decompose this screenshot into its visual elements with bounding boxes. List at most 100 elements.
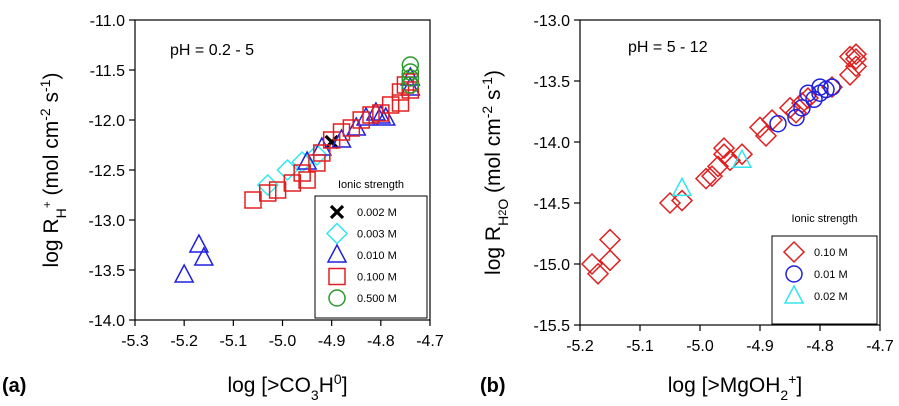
data-point: [769, 114, 787, 133]
x-tick-label: -5.1: [220, 333, 248, 350]
y-tick-label: -13.5: [534, 74, 571, 91]
y-tick-label: -12.0: [89, 113, 126, 130]
data-point: [823, 78, 841, 96]
data-point: [586, 262, 610, 285]
legend-entry: 0.10 M: [814, 247, 848, 259]
data-point: [598, 228, 622, 251]
x-tick-label: -5.2: [566, 338, 594, 355]
data-point: [324, 134, 339, 150]
data-point: [838, 45, 862, 68]
data-point: [313, 144, 331, 162]
data-point: [332, 123, 351, 141]
panel-a: -5.3 -5.2 -5.1 -5.0 -4.9 -4.8 -4.7 -14.0 -13.5 -1…: [2, 13, 444, 403]
data-point: [694, 167, 718, 190]
y-tick-label: -14.0: [534, 135, 571, 152]
data-point: [391, 94, 410, 112]
legend-title: Ionic strength: [791, 213, 857, 225]
data-point: [580, 252, 604, 276]
legend-marker: [783, 284, 805, 304]
data-point: [259, 184, 277, 202]
y-tick-label: -13.5: [89, 263, 126, 280]
data-point: [401, 76, 420, 94]
data-point: [401, 69, 420, 87]
data-point: [362, 106, 380, 124]
panel-label: (a): [2, 375, 26, 397]
data-point: [658, 191, 682, 215]
x-tick-label: -4.9: [746, 338, 774, 355]
data-point: [670, 189, 694, 212]
y-axis-label: log RH+ (mol cm-2 s-1): [37, 73, 69, 268]
data-point: [401, 56, 420, 74]
data-point: [331, 128, 352, 148]
data-point: [346, 116, 367, 136]
data-point: [844, 47, 868, 71]
x-tick-label: -5.2: [170, 333, 198, 350]
panel-b: -5.2 -5.1 -5.0 -4.9 -4.8 -4.7 -15.5 -15.0 -14.5 -…: [479, 13, 894, 403]
series-0_010-M: [173, 66, 421, 283]
y-tick-label: -13.0: [534, 13, 571, 30]
x-tick-label: -4.9: [318, 333, 346, 350]
series-0_02-M: [671, 148, 753, 197]
series-0_500-M: [401, 56, 420, 94]
x-axis-label: log [>CO3H0]: [227, 371, 347, 403]
x-tick-label: -5.0: [686, 338, 714, 355]
y-tick-label: -15.5: [534, 318, 571, 335]
legend-entry: 0.01 M: [814, 269, 848, 281]
legend-entry: 0.100 M: [357, 272, 397, 284]
series-0_003-M: [256, 143, 328, 197]
y-tick-label: -12.5: [89, 163, 126, 180]
data-point: [787, 108, 805, 127]
data-point: [401, 63, 420, 81]
legend-marker: [785, 265, 803, 283]
data-point: [173, 263, 195, 283]
panel-label: (b): [480, 375, 506, 397]
data-point: [778, 96, 802, 119]
data-point: [296, 150, 318, 170]
legend: Ionic strength 0.002 M 0.003 M 0.010 M 0.100…: [314, 179, 428, 319]
x-tick-label: -5.1: [626, 338, 654, 355]
data-point: [793, 99, 811, 117]
x-tick-label: -5.3: [121, 333, 149, 350]
data-point: [731, 148, 753, 169]
y-tick-label: -11.5: [90, 63, 125, 80]
series-0_10-M: [580, 43, 868, 285]
legend-marker: [329, 204, 345, 220]
data-point: [784, 101, 808, 124]
legend-entry: 0.02 M: [814, 291, 848, 303]
x-axis-label: log [>MgOH2+]: [668, 371, 802, 403]
y-tick-label: -14.0: [89, 313, 126, 330]
data-point: [671, 176, 693, 197]
legend-marker: [326, 243, 348, 263]
data-point: [305, 143, 328, 167]
plot-area: [579, 19, 881, 326]
ph-annotation: pH = 5 - 12: [628, 39, 708, 56]
data-point: [400, 76, 421, 96]
data-point: [244, 191, 262, 209]
data-point: [844, 43, 868, 66]
x-tick-label: -4.7: [866, 338, 894, 355]
legend-title: Ionic strength: [338, 179, 404, 191]
ph-annotation: pH = 0.2 - 5: [170, 42, 254, 59]
y-axis-label: log RH2O (mol cm-2 s-1): [479, 70, 511, 275]
legend-entry: 0.500 M: [357, 293, 397, 305]
legend-marker: [328, 289, 346, 307]
data-point: [838, 63, 862, 86]
data-point: [391, 83, 410, 101]
data-point: [283, 174, 302, 192]
data-point: [298, 171, 316, 189]
data-point: [712, 137, 736, 160]
data-point: [730, 143, 754, 166]
x-tick-label: -4.8: [367, 333, 395, 350]
y-tick-label: -11.0: [90, 13, 125, 30]
data-point: [381, 96, 400, 114]
data-point: [293, 164, 311, 182]
series-0_002-M: [324, 134, 339, 150]
x-tick-label: -4.7: [416, 333, 444, 350]
data-point: [700, 165, 724, 188]
data-point: [193, 246, 215, 266]
y-tick-label: -13.0: [89, 213, 126, 230]
data-point: [375, 106, 396, 126]
legend: Ionic strength 0.10 M 0.01 M 0.02 M: [771, 213, 878, 325]
legend-marker: [328, 267, 346, 286]
